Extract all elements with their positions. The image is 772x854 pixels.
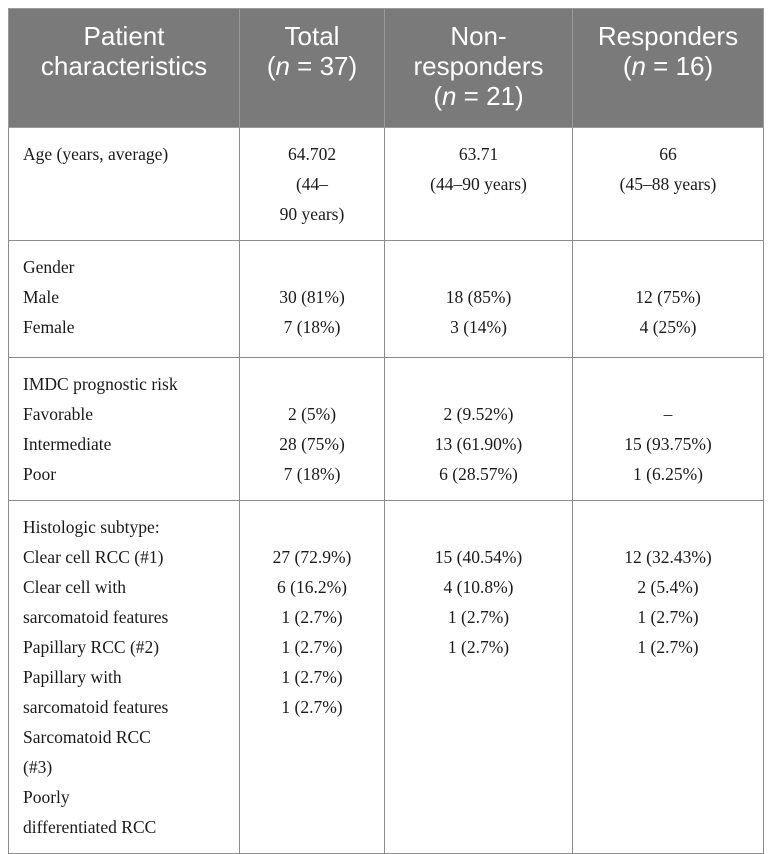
header-patient-characteristics: Patient characteristics	[8, 8, 240, 128]
gender-nonresponders-cell: 18 (85%) 3 (14%)	[384, 240, 573, 358]
imdc-label-cell: IMDC prognostic risk Favorable Intermedi…	[8, 357, 240, 501]
histologic-label-cell: Histologic subtype: Clear cell RCC (#1) …	[8, 500, 240, 854]
histologic-nonresponders-cell: 15 (40.54%) 4 (10.8%) 1 (2.7%) 1 (2.7%)	[384, 500, 573, 854]
age-label-cell: Age (years, average)	[8, 127, 240, 241]
table-row-imdc-risk: IMDC prognostic risk Favorable Intermedi…	[8, 357, 764, 501]
gender-total-cell: 30 (81%) 7 (18%)	[239, 240, 385, 358]
imdc-responders-cell: – 15 (93.75%) 1 (6.25%)	[572, 357, 764, 501]
age-responders-cell: 66 (45–88 years)	[572, 127, 764, 241]
table-row-gender: Gender Male Female 30 (81%) 7 (18%) 18 (…	[8, 240, 764, 358]
gender-responders-cell: 12 (75%) 4 (25%)	[572, 240, 764, 358]
histologic-total-cell: 27 (72.9%) 6 (16.2%) 1 (2.7%) 1 (2.7%) 1…	[239, 500, 385, 854]
table-row-age: Age (years, average) 64.702 (44– 90 year…	[8, 127, 764, 241]
header-nonresponders: Non- responders (n = 21)	[384, 8, 573, 128]
header-total: Total (n = 37)	[239, 8, 385, 128]
histologic-responders-cell: 12 (32.43%) 2 (5.4%) 1 (2.7%) 1 (2.7%)	[572, 500, 764, 854]
gender-label-cell: Gender Male Female	[8, 240, 240, 358]
header-responders: Responders (n = 16)	[572, 8, 764, 128]
table-row-histologic-subtype: Histologic subtype: Clear cell RCC (#1) …	[8, 500, 764, 854]
imdc-total-cell: 2 (5%) 28 (75%) 7 (18%)	[239, 357, 385, 501]
age-total-cell: 64.702 (44– 90 years)	[239, 127, 385, 241]
imdc-nonresponders-cell: 2 (9.52%) 13 (61.90%) 6 (28.57%)	[384, 357, 573, 501]
age-nonresponders-cell: 63.71 (44–90 years)	[384, 127, 573, 241]
patient-characteristics-table: Patient characteristics Total (n = 37) N…	[8, 8, 764, 854]
header-row: Patient characteristics Total (n = 37) N…	[8, 8, 764, 128]
